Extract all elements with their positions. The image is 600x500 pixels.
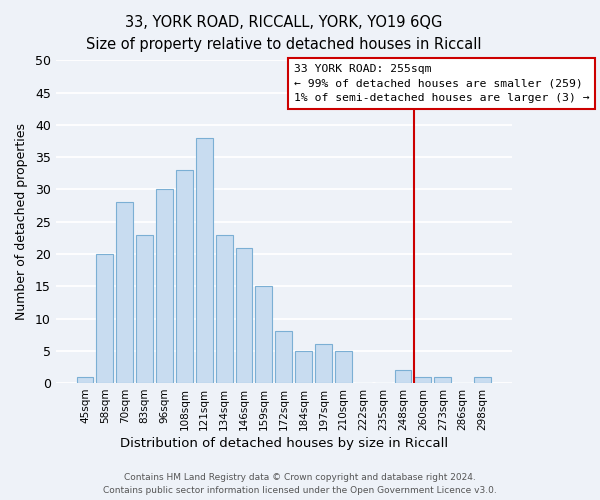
Bar [156, 190, 173, 383]
Bar [315, 344, 332, 383]
Bar [77, 376, 94, 383]
Bar [215, 234, 233, 383]
Y-axis label: Number of detached properties: Number of detached properties [15, 123, 28, 320]
Bar [335, 351, 352, 383]
Bar [474, 376, 491, 383]
Bar [395, 370, 412, 383]
X-axis label: Distribution of detached houses by size in Riccall: Distribution of detached houses by size … [120, 437, 448, 450]
Bar [136, 234, 153, 383]
Bar [295, 351, 312, 383]
Title: 33, YORK ROAD, RICCALL, YORK, YO19 6QG
Size of property relative to detached hou: 33, YORK ROAD, RICCALL, YORK, YO19 6QG S… [86, 15, 482, 52]
Text: 33 YORK ROAD: 255sqm
← 99% of detached houses are smaller (259)
1% of semi-detac: 33 YORK ROAD: 255sqm ← 99% of detached h… [294, 64, 589, 103]
Bar [275, 332, 292, 383]
Bar [176, 170, 193, 383]
Bar [196, 138, 213, 383]
Text: Contains HM Land Registry data © Crown copyright and database right 2024.
Contai: Contains HM Land Registry data © Crown c… [103, 474, 497, 495]
Bar [236, 248, 253, 383]
Bar [116, 202, 133, 383]
Bar [415, 376, 431, 383]
Bar [97, 254, 113, 383]
Bar [434, 376, 451, 383]
Bar [256, 286, 272, 383]
